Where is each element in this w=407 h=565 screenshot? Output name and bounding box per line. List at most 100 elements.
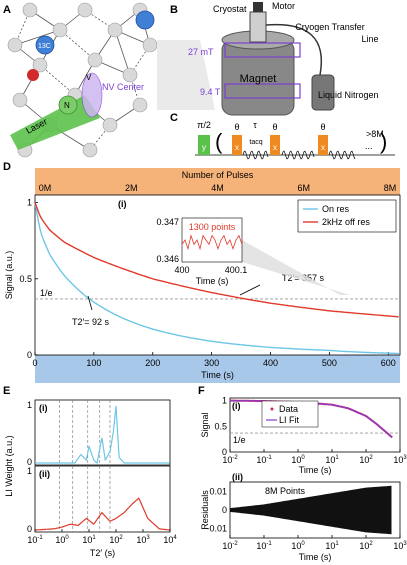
nv-center-label: NV Center	[102, 82, 144, 92]
panel-f-sub-i: (i)	[232, 401, 241, 411]
y-axis-label-e: LI Weight (a.u.)	[4, 435, 14, 496]
x-tick-label-d: 400	[263, 358, 278, 368]
li-weight-curve-i	[35, 405, 170, 465]
x-tick-label-f-ii: 10-2	[222, 541, 238, 551]
x-tick-label-e: 100	[55, 535, 69, 545]
plot-frame-e	[34, 399, 171, 466]
x-tick-label-f-ii: 103	[393, 541, 407, 551]
theta-label: θ	[234, 122, 239, 132]
x-tick-label-d: 100	[86, 358, 101, 368]
pulse-axis-band	[35, 168, 400, 195]
on-res-curve	[34, 202, 399, 355]
x-axis-label-d: Time (s)	[201, 370, 234, 380]
inset-frame	[181, 217, 243, 263]
x-tick-label-f-ii: 102	[359, 541, 373, 551]
annot-arrow-long	[239, 284, 261, 296]
li-weight-curve-ii	[35, 497, 170, 531]
inset-points-label: 1300 points	[189, 222, 236, 232]
carbon-atom	[107, 22, 123, 38]
carbon-atom	[77, 2, 93, 18]
x-tick-label-e: 102	[109, 535, 123, 545]
x-tick-label-f-i: 100	[291, 455, 305, 465]
time-axis-band	[35, 355, 400, 383]
nitrogen-dewar	[311, 74, 335, 111]
field-9t-label: 9.4 T	[200, 87, 221, 97]
y-tick-label-f-ii: -0.01	[206, 524, 227, 534]
t2-short-label: T2′= 92 s	[72, 317, 109, 327]
theta-pulse	[232, 135, 242, 155]
x-tick-label-e: 104	[163, 535, 177, 545]
carbon-atom	[87, 52, 103, 68]
field-box-27mt	[224, 42, 301, 58]
one-over-e-label-d: 1/e	[40, 288, 53, 298]
x-axis-label-f-ii: Time (s)	[299, 552, 332, 562]
carbon-atom	[122, 67, 138, 83]
x-tick-label-e: 101	[82, 535, 96, 545]
plot-frame-e	[34, 465, 171, 533]
pi-half-pulse	[198, 135, 210, 155]
x-pulse-label: x	[273, 143, 277, 152]
motor-label: Motor	[272, 1, 295, 11]
carbon-atom	[7, 37, 23, 53]
panel-b-apparatus	[157, 2, 335, 116]
theta-pulse	[318, 135, 328, 155]
x-tick-label-d: 0	[32, 358, 37, 368]
zoom-wedge	[157, 40, 215, 110]
tacq-label: tacq	[249, 139, 262, 146]
carbon-atom	[12, 92, 28, 108]
theta-label: θ	[320, 122, 325, 132]
inset-ytick-top: 0.347	[156, 217, 179, 227]
y-tick-label-e: 1	[27, 466, 32, 476]
y-tick-label-f-i: 1	[222, 396, 227, 406]
laser-beam	[10, 95, 100, 150]
legend-box-d	[297, 199, 397, 233]
points-label-f: 8M Points	[265, 486, 306, 496]
y-tick-label-d: 0	[27, 350, 32, 360]
y-axis-label-f-i: Signal	[200, 412, 210, 437]
open-bracket: (	[215, 129, 223, 154]
cryostat-label: Cryostat	[213, 4, 247, 14]
residuals-cloud	[230, 485, 392, 535]
spin-oscillation	[242, 150, 269, 160]
y-tick-label-d: 0.5	[19, 274, 32, 284]
theta-pulse	[270, 135, 280, 155]
y-tick-label-e: 1	[27, 400, 32, 410]
carbon13-label: 13C	[38, 43, 51, 50]
x-tick-label-f-i: 10-2	[222, 455, 238, 465]
y-axis-label-f-ii: Residuals	[200, 490, 210, 530]
x-pulse-label: x	[321, 143, 325, 152]
x-tick-label-d: 200	[145, 358, 160, 368]
panel-letter-a: A	[3, 4, 11, 16]
pulse-tick-label: 8M	[384, 183, 397, 193]
pulse-axis-label: Number of Pulses	[182, 170, 254, 180]
lattice-bond	[114, 29, 131, 76]
pulse-tick-label: 0M	[39, 183, 52, 193]
magnet-label: Magnet	[240, 73, 277, 85]
inset-xtick-left: 400	[174, 265, 189, 275]
panel-e-sub-i: (i)	[39, 403, 48, 413]
close-bracket: )	[380, 129, 387, 154]
x-tick-label-e: 10-1	[27, 535, 43, 545]
x-tick-label-f-i: 102	[359, 455, 373, 465]
x-tick-label-f-ii: 100	[291, 541, 305, 551]
annot-arrow-short	[87, 295, 93, 311]
carbon-atom	[82, 142, 98, 158]
legend-swatch-data	[270, 407, 274, 411]
pulse-tick-label: 4M	[211, 183, 224, 193]
legend-box-f	[261, 400, 319, 428]
cryostat-tower	[249, 11, 267, 43]
panel-letter-d: D	[3, 161, 11, 173]
one-over-e-label-f: 1/e	[233, 435, 246, 445]
pulse-tick-label: 6M	[297, 183, 310, 193]
x-tick-label-d: 500	[322, 358, 337, 368]
carbon-atom	[142, 37, 158, 53]
x-tick-label-f-i: 101	[325, 455, 339, 465]
y-tick-label-f-ii: 0.01	[209, 486, 227, 496]
y-tick-label-d: 1	[27, 198, 32, 208]
x-tick-label-f-ii: 101	[325, 541, 339, 551]
y-tick-label-f-i: 0.5	[214, 421, 227, 431]
nitrogen-label: N	[64, 101, 70, 110]
legend-entry-d: 2kHz off res	[322, 217, 370, 227]
